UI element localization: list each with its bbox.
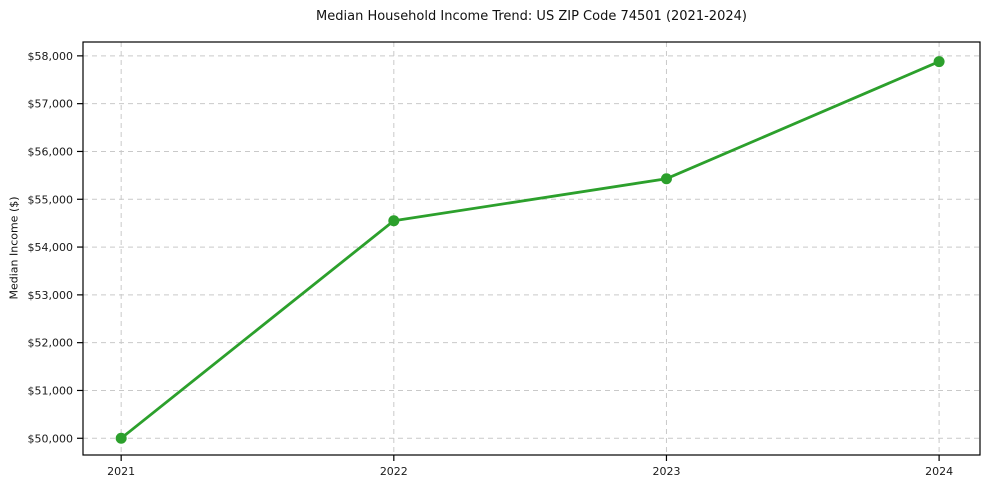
data-point-marker: [115, 432, 127, 444]
y-tick-label: $55,000: [28, 193, 74, 206]
y-tick-label: $50,000: [28, 432, 74, 445]
y-tick-label: $58,000: [28, 50, 74, 63]
y-tick-label: $54,000: [28, 241, 74, 254]
y-tick-label: $51,000: [28, 384, 74, 397]
y-tick-label: $52,000: [28, 337, 74, 350]
data-point-marker: [660, 173, 672, 185]
y-tick-label: $53,000: [28, 289, 74, 302]
y-tick-label: $57,000: [28, 98, 74, 111]
x-tick-label: 2022: [380, 465, 408, 478]
x-tick-label: 2023: [652, 465, 680, 478]
data-point-marker: [933, 56, 945, 68]
chart-title: Median Household Income Trend: US ZIP Co…: [316, 9, 747, 24]
y-tick-label: $56,000: [28, 145, 74, 158]
data-point-marker: [388, 215, 400, 227]
x-tick-label: 2021: [107, 465, 135, 478]
x-tick-label: 2024: [925, 465, 953, 478]
trend-line: [119, 60, 941, 440]
axes-frame: [82, 41, 981, 456]
